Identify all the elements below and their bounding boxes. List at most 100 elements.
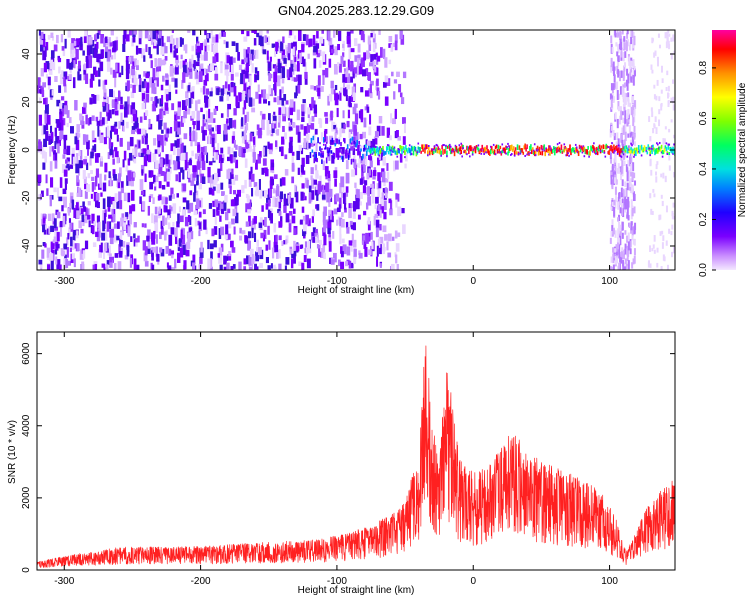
spectrogram-cell: [427, 150, 429, 155]
spectrogram-cell: [623, 65, 626, 72]
spectrogram-cell: [416, 151, 419, 154]
spectrogram-cell: [612, 61, 615, 70]
spectrogram-cell: [644, 146, 647, 151]
spectrogram-cell: [110, 125, 115, 132]
spectrogram-cell: [227, 91, 231, 97]
spectrogram-cell: [625, 41, 628, 52]
spectrogram-cell: [375, 67, 379, 76]
spectrogram-cell: [615, 248, 618, 256]
spectrogram-cell: [99, 119, 103, 127]
spectrogram-cell: [164, 217, 168, 225]
spectrogram-cell: [596, 151, 599, 156]
spectrogram-cell: [63, 258, 67, 269]
spectrogram-cell: [514, 147, 517, 151]
spectrogram-cell: [581, 151, 584, 154]
spectrogram-cell: [337, 259, 341, 267]
spectrogram-cell: [610, 35, 613, 44]
spectrogram-cell: [246, 31, 250, 37]
spectrogram-cell: [418, 146, 421, 153]
spectrogram-cell: [192, 165, 197, 173]
spectrogram-cell: [171, 77, 175, 82]
spectrogram-cell: [624, 196, 627, 206]
spectrogram-cell: [255, 91, 259, 99]
spectrogram-cell: [189, 190, 193, 196]
spectrogram-cell: [100, 242, 103, 253]
spectrogram-cell: [381, 126, 385, 136]
spectrogram-cell: [355, 163, 359, 168]
spectrogram-cell: [248, 263, 253, 270]
spectrogram-cell: [82, 206, 86, 212]
spectrogram-cell: [570, 149, 572, 156]
spectrogram-cell: [617, 147, 620, 153]
spectrogram-cell: [259, 189, 262, 199]
spectrogram-cell: [197, 52, 200, 62]
spectrogram-cell: [120, 187, 124, 194]
spectrogram-cell: [621, 179, 624, 187]
spectrogram-cell: [379, 244, 382, 255]
spectrogram-cell: [424, 147, 426, 150]
spectrogram-cell: [78, 220, 82, 229]
spectrogram-cell: [291, 76, 295, 82]
spectrogram-cell: [80, 115, 84, 126]
spectrogram-cell: [268, 113, 271, 125]
spectrogram-cell: [647, 261, 650, 268]
spectrogram-cell: [394, 160, 399, 170]
spectrogram-cell: [352, 201, 357, 210]
spectrogram-cell: [626, 68, 629, 76]
spectrogram-cell: [244, 179, 247, 189]
spectrogram-cell: [196, 198, 200, 209]
spectrogram-cell: [353, 124, 357, 135]
spectrogram-cell: [151, 213, 154, 224]
spectrogram-cell: [229, 82, 234, 93]
spectrogram-cell: [139, 116, 143, 123]
spectrogram-cell: [368, 62, 373, 67]
spectrogram-cell: [391, 236, 395, 241]
spectrogram-cell: [386, 127, 391, 138]
spectrogram-cell: [318, 246, 321, 257]
spectrogram-cell: [446, 155, 448, 158]
spectrogram-cell: [37, 85, 40, 94]
spectrogram-cell: [650, 208, 653, 215]
spectrogram-cell: [395, 243, 400, 252]
spectrogram-cell: [166, 181, 170, 187]
spectrogram-cell: [661, 149, 664, 155]
spectrogram-cell: [621, 30, 624, 35]
spectrogram-cell: [631, 111, 634, 118]
spectrogram-cell: [110, 67, 113, 75]
spectrogram-cell: [227, 233, 231, 240]
spectrogram-cell: [610, 231, 613, 237]
spectrogram-cell: [176, 221, 180, 228]
spectrogram-cell: [498, 148, 501, 154]
spectrogram-cell: [396, 155, 399, 158]
spectrogram-cell: [389, 200, 393, 210]
spectrogram-cell: [231, 41, 236, 46]
spectrogram-cell: [324, 112, 328, 117]
spectrogram-cell: [620, 148, 623, 153]
spectrogram-cell: [325, 68, 329, 78]
spectrogram-cell: [232, 120, 237, 128]
spectrogram-cell: [651, 248, 654, 252]
spectrogram-cell: [393, 160, 396, 172]
spectrogram-cell: [631, 184, 634, 195]
spectrogram-cell: [576, 151, 579, 154]
spectrogram-cell: [199, 247, 204, 258]
spectrogram-cell: [202, 209, 206, 215]
spectrogram-cell: [668, 33, 671, 37]
spectrogram-cell: [328, 93, 333, 102]
spectrogram-cell: [365, 150, 368, 156]
spectrogram-cell: [403, 146, 405, 151]
spectrogram-cell: [363, 210, 367, 216]
spectrogram-cell: [176, 113, 180, 120]
spectrogram-cell: [243, 83, 247, 91]
spectrogram-cell: [137, 128, 142, 135]
spectrogram-cell: [636, 149, 639, 154]
spectrogram-cell: [70, 126, 74, 134]
spectrogram-cell: [108, 214, 112, 219]
spectrogram-cell: [309, 38, 313, 47]
spectrogram-cell: [79, 113, 83, 121]
spectrogram-cell: [96, 153, 101, 158]
spectrogram-cell: [156, 59, 159, 67]
spectrogram-cell: [277, 58, 281, 67]
spectrogram-cell: [306, 258, 311, 269]
